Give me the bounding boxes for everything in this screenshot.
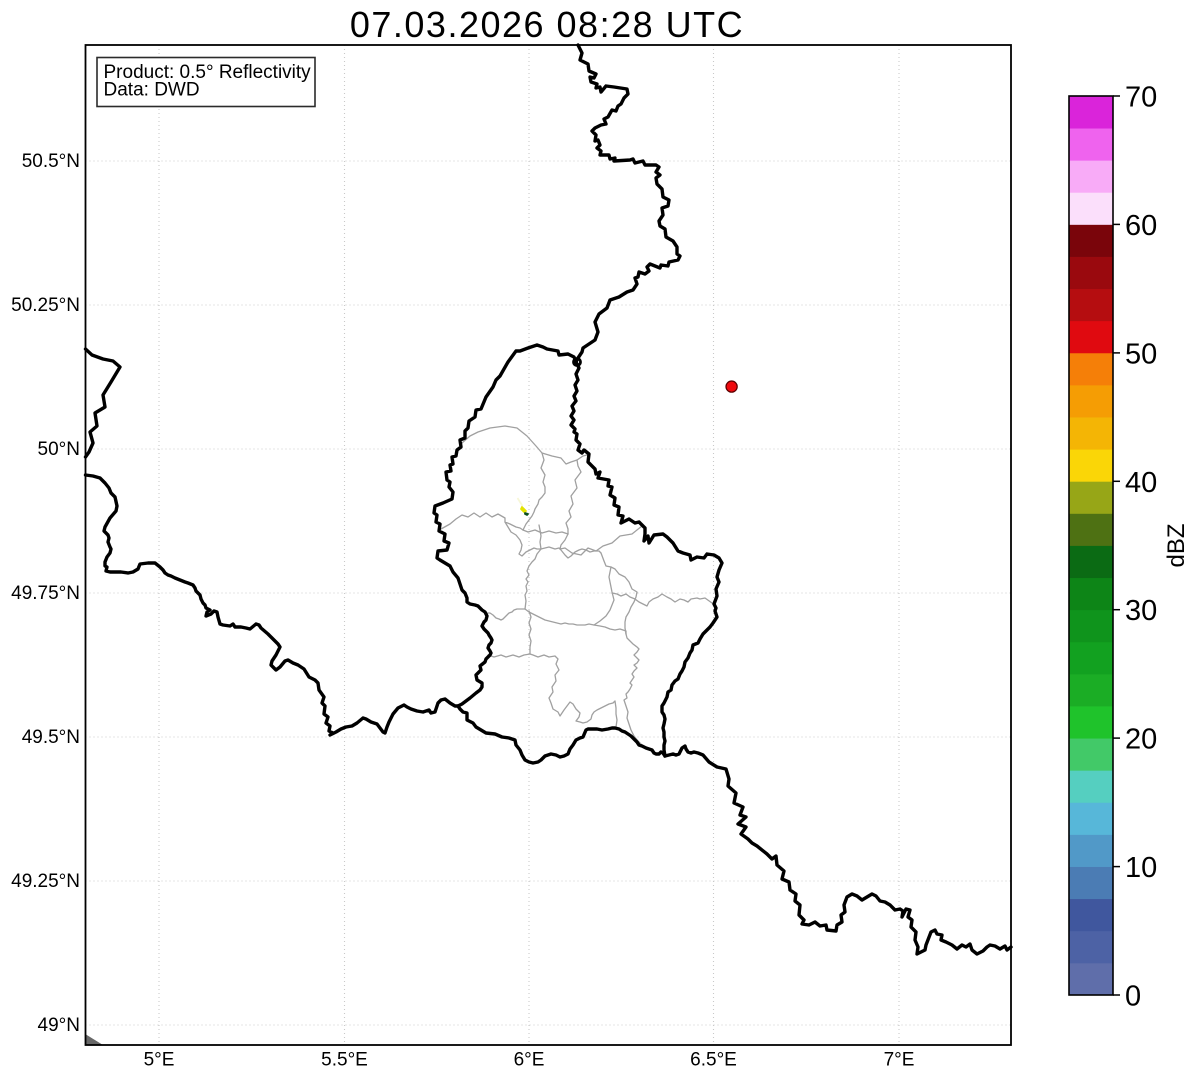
svg-text:50.25°N: 50.25°N [11, 295, 80, 316]
svg-text:Data: DWD: Data: DWD [104, 80, 200, 101]
svg-text:60: 60 [1125, 210, 1157, 242]
svg-text:dBZ: dBZ [1163, 523, 1190, 567]
svg-text:49.25°N: 49.25°N [11, 871, 80, 892]
svg-text:7°E: 7°E [884, 1050, 915, 1071]
svg-text:30: 30 [1125, 595, 1157, 627]
svg-text:Product: 0.5° Reflectivity: Product: 0.5° Reflectivity [104, 62, 312, 83]
svg-text:07.03.2026 08:28 UTC: 07.03.2026 08:28 UTC [350, 4, 744, 45]
svg-text:50°N: 50°N [38, 439, 80, 460]
svg-text:49.5°N: 49.5°N [22, 727, 80, 748]
svg-text:6°E: 6°E [514, 1050, 545, 1071]
svg-text:70: 70 [1125, 82, 1157, 114]
svg-text:49.75°N: 49.75°N [11, 583, 80, 604]
svg-text:20: 20 [1125, 724, 1157, 756]
svg-text:50.5°N: 50.5°N [22, 151, 80, 172]
svg-text:40: 40 [1125, 467, 1157, 499]
svg-text:10: 10 [1125, 852, 1157, 884]
svg-text:5°E: 5°E [144, 1050, 175, 1071]
svg-text:49°N: 49°N [38, 1015, 80, 1036]
svg-text:50: 50 [1125, 338, 1157, 370]
svg-text:6.5°E: 6.5°E [690, 1050, 737, 1071]
svg-text:0: 0 [1125, 981, 1141, 1013]
svg-text:5.5°E: 5.5°E [321, 1050, 368, 1071]
